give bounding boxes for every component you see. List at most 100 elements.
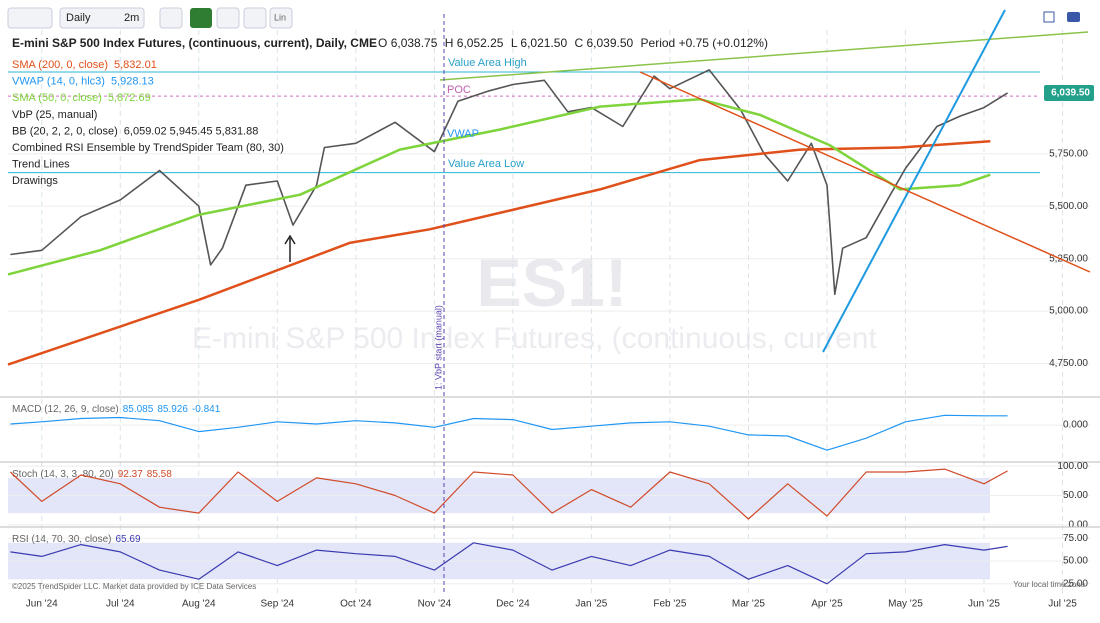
panel-title: Stoch (14, 3, 3, 80, 20) 92.37 85.58 [12, 469, 172, 480]
y-tick-label: 50.00 [1063, 490, 1088, 501]
label: C [574, 36, 583, 50]
panel-name: Stoch (14, 3, 3, 80, 20) [12, 469, 114, 480]
x-tick-label: Mar '25 [732, 599, 765, 610]
panel-value: 65.69 [116, 534, 141, 545]
clock-button[interactable] [216, 7, 240, 29]
ohlc: O 6,038.75 H 6,052.25 L 6,021.50 C 6,039… [378, 36, 768, 50]
tool-button[interactable] [190, 8, 212, 28]
value: 6,038.75 [391, 36, 438, 50]
indicator-label: Drawings [12, 175, 58, 187]
panel-title: RSI (14, 70, 30, close) 65.69 [12, 534, 141, 545]
annotation: 1: VbP start (manual) [433, 305, 443, 390]
value: 6,039.50 [586, 36, 633, 50]
panel-value: 85.085 [123, 404, 154, 415]
y-tick-label: 4,750.00 [1049, 358, 1088, 369]
value: 6,052.25 [457, 36, 504, 50]
indicator-value: 5,832.01 [114, 59, 157, 71]
panel-value: 92.37 [118, 469, 143, 480]
y-tick-label: 0.00 [1069, 519, 1089, 530]
trend-line [439, 31, 1089, 81]
series-line [10, 414, 1008, 451]
label: H [445, 36, 454, 50]
indicator-legend: SMA (200, 0, close) 5,832.01 VWAP (14, 0, … [12, 59, 284, 187]
label: L [511, 36, 518, 50]
y-tick-label: 5,750.00 [1049, 148, 1088, 159]
y-tick-label: 0.000 [1063, 420, 1088, 431]
y-tick-label: 25.00 [1063, 578, 1088, 589]
x-tick-label: May '25 [888, 599, 923, 610]
price-tag-label: 6,039.50 [1051, 88, 1090, 99]
value: 6,021.50 [520, 36, 567, 50]
y-tick-label: 100.00 [1057, 461, 1088, 472]
x-tick-label: Jan '25 [575, 599, 607, 610]
series-line [7, 139, 991, 366]
panel-title: MACD (12, 26, 9, close) 85.085 85.926 -0.84… [12, 404, 221, 415]
indicator-label: VWAP (14, 0, hlc3) 5,928.13 [12, 76, 154, 88]
y-tick-label: 5,250.00 [1049, 253, 1088, 264]
indicator-name: SMA (50, 0, close) [12, 92, 102, 104]
arrow-head [284, 234, 296, 245]
annotation: VWAP [447, 128, 479, 140]
indicator-value: 5,928.13 [111, 76, 154, 88]
series-line [10, 69, 1009, 296]
crosshair-button[interactable] [243, 7, 267, 29]
panel-name: MACD (12, 26, 9, close) [12, 404, 119, 415]
indicator-name: Drawings [12, 175, 58, 187]
label: Period [641, 36, 676, 50]
snapshot-button[interactable] [1067, 12, 1080, 22]
y-tick-label: 50.00 [1063, 556, 1088, 567]
panel-name: RSI (14, 70, 30, close) [12, 534, 112, 545]
x-tick-label: Aug '24 [182, 599, 216, 610]
x-tick-label: Jul '25 [1048, 599, 1077, 610]
indicator-name: Combined RSI Ensemble by TrendSpider Tea… [12, 142, 284, 154]
annotation: Value Area High [448, 57, 527, 69]
copyright: ©2025 TrendSpider LLC. Market data provi… [12, 582, 256, 591]
x-tick-label: Sep '24 [261, 599, 295, 610]
x-tick-label: Oct '24 [340, 599, 372, 610]
x-tick-label: Dec '24 [496, 599, 530, 610]
panel-value: -0.841 [192, 404, 221, 415]
indicator-label: Trend Lines [12, 159, 70, 171]
indicator-name: VWAP (14, 0, hlc3) [12, 76, 105, 88]
trend-line [639, 71, 1091, 273]
x-tick-label: Jun '25 [968, 599, 1000, 610]
range: 2m [124, 12, 139, 24]
toolbar: Daily 2m Lin [7, 7, 1080, 29]
chart-type-button[interactable] [7, 7, 53, 29]
fullscreen-button[interactable] [1043, 11, 1055, 23]
series-line [9, 468, 1008, 520]
interval: Daily [66, 12, 91, 24]
watermark-name: E-mini S&P 500 Index Futures, (continuou… [192, 322, 877, 355]
timezone: Your local time zone [1013, 580, 1085, 589]
x-tick-label: Feb '25 [653, 599, 686, 610]
panel-value: 85.58 [147, 469, 172, 480]
annotation: POC [447, 84, 471, 96]
plot: 5,750.00 5,500.00 5,250.00 5,000.00 4,750.00… [0, 30, 1100, 610]
indicator-value: 6,059.02 5,945.45 5,831.88 [124, 125, 259, 137]
chart-title: E-mini S&P 500 Index Futures, (continuou… [12, 36, 377, 50]
indicator-label: SMA (200, 0, close) 5,832.01 [12, 59, 157, 71]
scale-button[interactable] [269, 7, 293, 29]
x-tick-label: Jun '24 [26, 599, 58, 610]
indicator-label: BB (20, 2, 2, 0, close) 6,059.02 5,945.45… [12, 125, 258, 137]
scale: Lin [274, 12, 286, 22]
settings-button[interactable] [159, 7, 183, 29]
x-tick-label: Apr '25 [811, 599, 843, 610]
label: O [378, 36, 387, 50]
x-tick-label: Nov '24 [418, 599, 452, 610]
watermark-symbol: ES1! [476, 245, 627, 321]
indicator-name: VbP (25, manual) [12, 109, 97, 121]
trend-line [822, 9, 1006, 353]
indicator-label: Combined RSI Ensemble by TrendSpider Tea… [12, 142, 284, 154]
y-tick-label: 5,500.00 [1049, 201, 1088, 212]
indicator-name: SMA (200, 0, close) [12, 59, 108, 71]
interval-select[interactable] [59, 7, 145, 29]
indicator-label: VbP (25, manual) [12, 109, 97, 121]
indicator-name: Trend Lines [12, 159, 70, 171]
indicator-value: 5,872.69 [108, 92, 151, 104]
price-tag [1044, 85, 1094, 102]
indicator-label: SMA (50, 0, close) 5,872.69 [12, 92, 151, 104]
value: +0.75 (+0.012%) [679, 36, 768, 50]
x-tick-label: Jul '24 [106, 599, 135, 610]
